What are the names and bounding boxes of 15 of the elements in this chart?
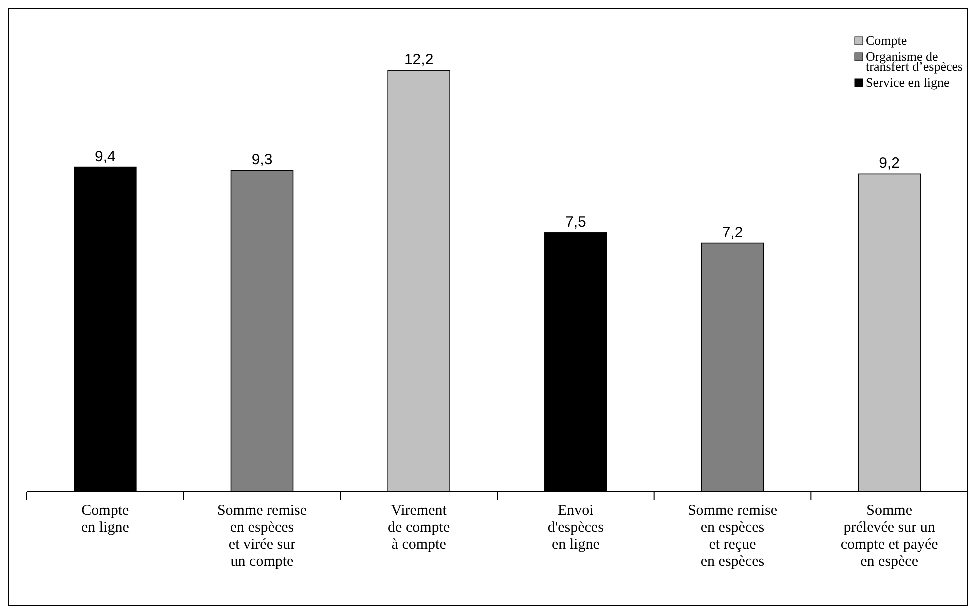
x-tick-label: Somme prélevée sur un compte et payée en espèce — [840, 503, 939, 570]
data-label: 12,2 — [404, 52, 434, 69]
x-tick-label: Compte en ligne — [81, 503, 130, 536]
data-label: 9,3 — [252, 152, 273, 169]
x-tick-label: Virement de compte à compte — [388, 503, 450, 553]
legend-label: Compte — [866, 33, 908, 48]
data-label: 9,2 — [879, 155, 900, 172]
x-tick-label: Envoi d'espèces en ligne — [548, 503, 604, 553]
x-tick-label: Somme remise en espèces et virée sur un compte — [217, 503, 308, 570]
data-label: 9,4 — [94, 148, 116, 166]
x-tick-label: Somme remise en espèces et reçue en espèces — [688, 503, 778, 570]
data-label: 7,5 — [565, 214, 586, 231]
legend-label: Organisme de transfert d’espèces — [866, 49, 964, 74]
legend-label: Service en ligne — [866, 75, 950, 90]
data-label: 7,2 — [722, 224, 744, 242]
